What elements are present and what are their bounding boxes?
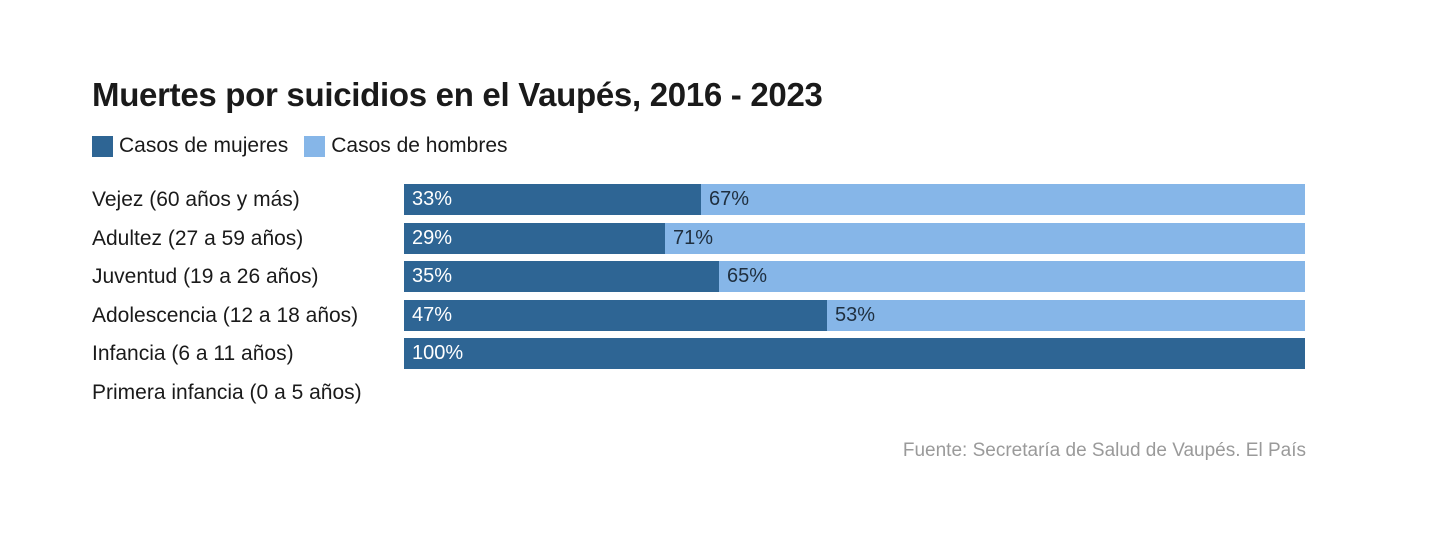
- bar-mujeres: [404, 338, 1305, 370]
- bar-value-label-mujeres: 35%: [412, 265, 453, 288]
- legend-swatch-hombres: [304, 135, 326, 157]
- category-label: Juventud (19 a 26 años): [92, 265, 319, 289]
- chart-source: Fuente: Secretaría de Salud de Vaupés. E…: [902, 440, 1306, 461]
- chart-row: Infancia (6 a 11 años) 100%: [92, 338, 1305, 370]
- category-label: Primera infancia (0 a 5 años): [92, 381, 362, 404]
- chart-row: Juventud (19 a 26 años) 35% 65%: [92, 261, 1305, 293]
- bar-value-label-hombres: 65%: [727, 265, 768, 288]
- category-label: Infancia (6 a 11 años): [92, 342, 294, 366]
- bar-hombres: [665, 222, 1305, 254]
- category-label: Adolescencia (12 a 18 años): [92, 303, 359, 327]
- chart-legend: Casos de mujeres Casos de hombres: [92, 132, 524, 160]
- legend-item-mujeres: Casos de mujeres: [92, 134, 288, 158]
- chart-row: Adultez (27 a 59 años) 29% 71%: [92, 222, 1305, 254]
- bar-value-label-hombres: 53%: [835, 303, 876, 326]
- bar-track: 33% 67%: [404, 184, 1305, 215]
- bar-value-label-mujeres: 29%: [412, 226, 453, 249]
- bar-track: [404, 377, 1305, 408]
- bar-mujeres: [404, 261, 719, 293]
- bar-value-label-mujeres: 100%: [412, 342, 464, 365]
- bar-hombres: [701, 184, 1305, 215]
- bar-mujeres: [404, 299, 827, 331]
- bar-track: 100%: [404, 338, 1305, 370]
- chart-row: Vejez (60 años y más) 33% 67%: [92, 184, 1305, 215]
- legend-swatch-mujeres: [92, 135, 113, 157]
- legend-label-hombres: Casos de hombres: [331, 134, 508, 157]
- bar-value-label-hombres: 71%: [673, 226, 714, 249]
- bar-track: 35% 65%: [404, 261, 1305, 293]
- bar-value-label-mujeres: 33%: [412, 188, 453, 210]
- bar-value-label-hombres: 67%: [709, 188, 750, 210]
- bar-mujeres: [404, 222, 665, 254]
- bar-track: 29% 71%: [404, 222, 1305, 254]
- chart-row: Adolescencia (12 a 18 años) 47% 53%: [92, 299, 1305, 331]
- bar-value-label-mujeres: 47%: [412, 303, 453, 326]
- legend-label-mujeres: Casos de mujeres: [119, 134, 289, 157]
- category-label: Vejez (60 años y más): [92, 188, 300, 211]
- chart-title: Muertes por suicidios en el Vaupés, 2016…: [92, 76, 823, 113]
- legend-item-hombres: Casos de hombres: [304, 134, 508, 158]
- bar-hombres: [719, 261, 1305, 293]
- bar-track: 47% 53%: [404, 299, 1305, 331]
- category-label: Adultez (27 a 59 años): [92, 226, 304, 250]
- bar-mujeres: [404, 184, 701, 215]
- chart-row: Primera infancia (0 a 5 años): [92, 377, 1305, 408]
- bar-hombres: [827, 299, 1305, 331]
